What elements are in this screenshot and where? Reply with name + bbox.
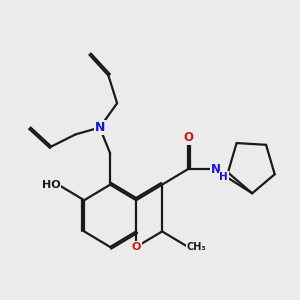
Text: N: N: [94, 121, 105, 134]
Text: N: N: [211, 163, 221, 176]
Text: CH₃: CH₃: [187, 242, 207, 252]
Text: H: H: [219, 172, 228, 182]
Text: O: O: [131, 242, 141, 252]
Text: HO: HO: [42, 180, 61, 190]
Text: O: O: [183, 131, 193, 144]
